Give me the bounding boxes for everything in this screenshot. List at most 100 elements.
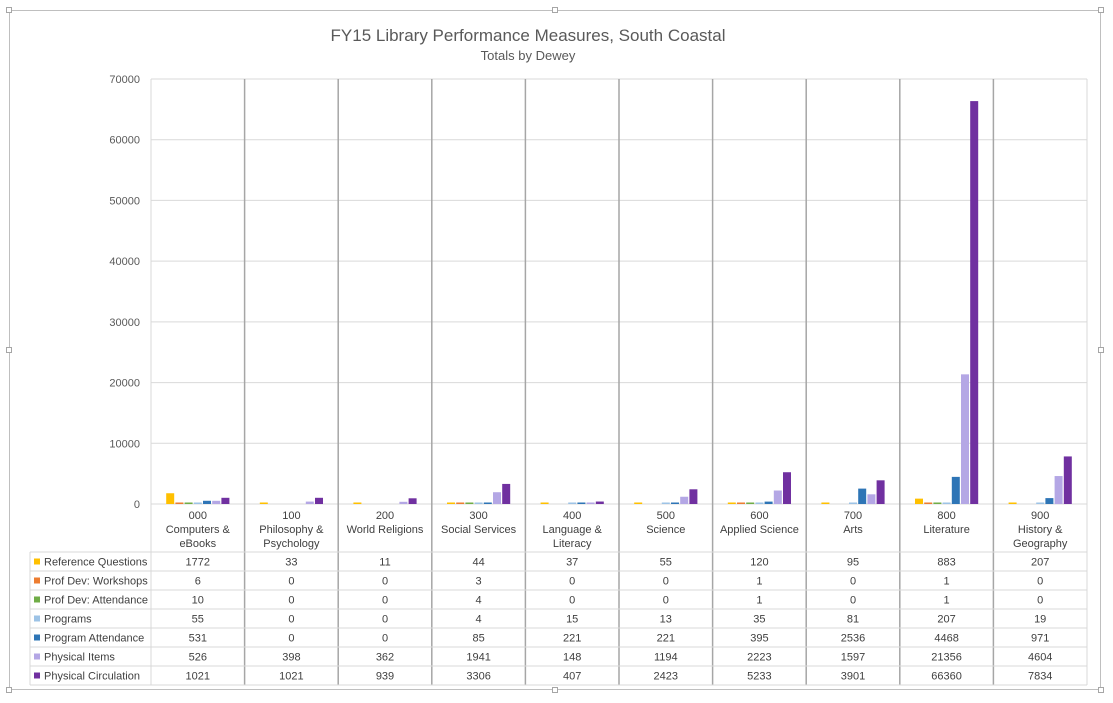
- bar: [175, 502, 184, 504]
- category-label: Language &: [543, 524, 603, 536]
- data-value: 0: [1037, 595, 1043, 607]
- data-value: 1021: [279, 671, 303, 683]
- data-value: 13: [660, 614, 672, 626]
- bar: [661, 502, 670, 504]
- bar: [942, 502, 951, 504]
- bar: [746, 502, 755, 504]
- data-value: 207: [937, 614, 955, 626]
- data-value: 362: [376, 652, 394, 664]
- category-label: 000: [189, 510, 207, 522]
- data-value: 0: [850, 595, 856, 607]
- category-label: 700: [844, 510, 862, 522]
- data-value: 0: [663, 576, 669, 588]
- data-value: 148: [563, 652, 581, 664]
- legend-key: [34, 672, 40, 679]
- category-label: History &: [1018, 524, 1063, 536]
- bar: [193, 502, 202, 504]
- bar: [408, 498, 417, 504]
- category-label: Geography: [1013, 538, 1068, 550]
- resize-handle-top-center[interactable]: [552, 7, 558, 13]
- bar: [737, 502, 745, 504]
- data-value: 1: [944, 576, 950, 588]
- category-label: Social Services: [441, 524, 517, 536]
- bar: [465, 502, 474, 504]
- data-value: 19: [1034, 614, 1046, 626]
- data-value: 35: [753, 614, 765, 626]
- y-tick-label: 70000: [109, 74, 140, 86]
- category-label: Philosophy &: [259, 524, 324, 536]
- resize-handle-bottom-left[interactable]: [6, 687, 12, 693]
- data-value: 0: [288, 576, 294, 588]
- data-value: 120: [750, 557, 768, 569]
- bar: [203, 500, 211, 504]
- series-name: Reference Questions: [44, 557, 148, 569]
- series-name: Physical Items: [44, 652, 115, 664]
- bar: [727, 502, 736, 504]
- bar: [166, 493, 175, 504]
- series-name: Program Attendance: [44, 633, 144, 645]
- category-label: eBooks: [179, 538, 216, 550]
- data-value: 971: [1031, 633, 1049, 645]
- data-value: 4: [476, 595, 482, 607]
- resize-handle-top-right[interactable]: [1098, 7, 1104, 13]
- data-value: 0: [288, 633, 294, 645]
- data-value: 4: [476, 614, 482, 626]
- resize-handle-middle-left[interactable]: [6, 347, 12, 353]
- bar: [221, 497, 230, 504]
- category-label: Psychology: [263, 538, 320, 550]
- data-value: 531: [189, 633, 207, 645]
- y-tick-label: 30000: [109, 317, 140, 329]
- data-value: 1941: [466, 652, 490, 664]
- y-tick-label: 50000: [109, 195, 140, 207]
- data-value: 883: [937, 557, 955, 569]
- data-value: 526: [189, 652, 207, 664]
- data-value: 4604: [1028, 652, 1052, 664]
- bar: [1054, 476, 1063, 504]
- category-label: 500: [657, 510, 675, 522]
- bar: [586, 502, 595, 504]
- data-value: 11: [379, 557, 390, 569]
- data-value: 1021: [186, 671, 210, 683]
- bar: [671, 502, 679, 504]
- legend-key: [34, 615, 40, 622]
- bar: [933, 502, 942, 504]
- resize-handle-bottom-right[interactable]: [1098, 687, 1104, 693]
- bar: [1036, 502, 1045, 504]
- y-tick-label: 10000: [109, 438, 140, 450]
- legend-key: [34, 653, 40, 660]
- data-value: 207: [1031, 557, 1049, 569]
- resize-handle-middle-right[interactable]: [1098, 347, 1104, 353]
- bar: [970, 101, 979, 504]
- bar: [849, 502, 857, 504]
- data-value: 1: [756, 576, 762, 588]
- data-value: 0: [1037, 576, 1043, 588]
- data-value: 0: [569, 595, 575, 607]
- category-label: Applied Science: [720, 524, 799, 536]
- data-value: 85: [472, 633, 484, 645]
- data-value: 398: [282, 652, 300, 664]
- resize-handle-top-left[interactable]: [6, 7, 12, 13]
- data-value: 4468: [934, 633, 958, 645]
- data-value: 221: [657, 633, 675, 645]
- data-value: 6: [195, 576, 201, 588]
- bar: [212, 500, 221, 504]
- legend-key: [34, 558, 40, 565]
- category-label: 400: [563, 510, 581, 522]
- bar: [689, 489, 698, 504]
- data-value: 1772: [186, 557, 210, 569]
- bar: [399, 501, 408, 504]
- category-label: Literature: [923, 524, 969, 536]
- legend-key: [34, 634, 40, 641]
- resize-handle-bottom-center[interactable]: [552, 687, 558, 693]
- data-value: 81: [847, 614, 859, 626]
- data-value: 44: [472, 557, 484, 569]
- bar: [447, 502, 455, 504]
- data-value: 7834: [1028, 671, 1052, 683]
- data-value: 2423: [654, 671, 678, 683]
- data-value: 0: [850, 576, 856, 588]
- data-value: 2536: [841, 633, 865, 645]
- bar: [1008, 502, 1017, 504]
- data-value: 1: [756, 595, 762, 607]
- bar: [764, 501, 773, 504]
